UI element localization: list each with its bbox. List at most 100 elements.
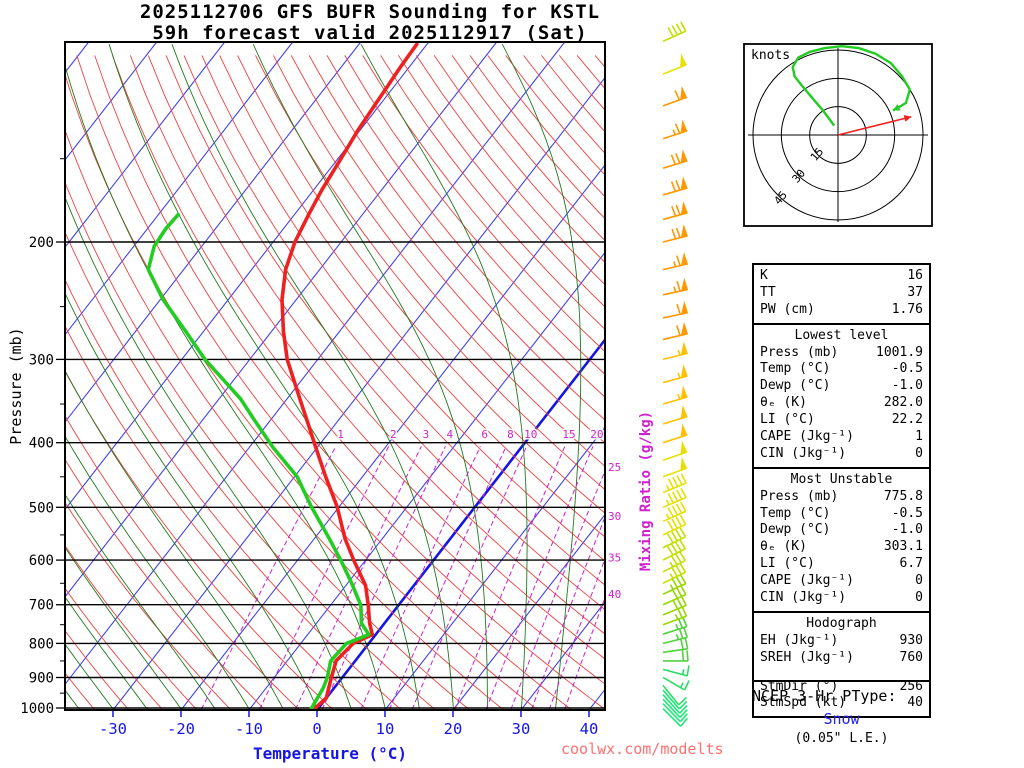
wind-barb (662, 119, 688, 140)
hodograph-ring (809, 106, 867, 164)
wind-barb (662, 21, 687, 43)
wind-barb-column (662, 21, 690, 727)
mixing-ratio-axis-label: Mixing Ratio (g/kg) (638, 410, 654, 572)
chart-title: 2025112706 GFS BUFR Sounding for KSTL 59… (100, 2, 640, 44)
stat-label: LI (°C) (760, 412, 815, 428)
stat-value: 775.8 (883, 488, 923, 504)
stat-value: 6.7 (899, 556, 923, 572)
dry-adiabats (65, 55, 605, 710)
stat-row: StmDir (°) 256 (760, 679, 923, 696)
stat-value: 930 (899, 632, 923, 648)
svg-text:2: 2 (390, 428, 397, 441)
svg-text:900: 900 (29, 670, 54, 686)
wind-barb (662, 539, 686, 561)
svg-text:25: 25 (608, 461, 621, 474)
stat-label: Dewp (°C) (760, 522, 831, 538)
ptype-heading: NCEP 3-Hr PType: (752, 687, 897, 705)
stat-row: LI (°C) 6.7 (760, 556, 923, 573)
wind-barb (662, 440, 688, 462)
wind-barb (662, 616, 688, 635)
hodograph-ring (752, 49, 924, 221)
svg-text:400: 400 (29, 436, 54, 452)
wind-barb (662, 627, 689, 645)
stat-value: -1.0 (891, 378, 923, 394)
plot-background (65, 42, 605, 710)
stats-panel: K 16 TT 37 PW (cm) 1.76 Lowest level Press … (752, 263, 931, 719)
stat-row: Dewp (°C) -1.0 (760, 522, 923, 539)
wind-barb (662, 364, 688, 384)
wind-barb (662, 423, 688, 444)
wind-barb (662, 277, 689, 296)
wind-barb (662, 501, 687, 523)
section-title: Most Unstable (790, 471, 893, 487)
stat-label: Press (mb) (760, 344, 839, 360)
stat-value: 0 (915, 573, 923, 589)
stat-label: Temp (°C) (760, 505, 831, 521)
wind-barb (662, 694, 688, 714)
wind-barb (662, 224, 688, 243)
wind-barb (662, 527, 687, 549)
svg-text:10: 10 (376, 720, 395, 738)
stat-row: Temp (°C) -0.5 (760, 361, 923, 378)
svg-text:-30: -30 (99, 720, 127, 738)
temperature-curve (280, 42, 419, 710)
wind-barb (662, 456, 688, 478)
stat-label: LI (°C) (760, 556, 815, 572)
stat-label: PW (cm) (760, 301, 815, 317)
wind-barb (662, 405, 688, 425)
stat-label: Dewp (°C) (760, 378, 831, 394)
svg-text:0: 0 (312, 720, 321, 738)
stat-value: 303.1 (883, 539, 923, 555)
stat-value: 40 (907, 695, 923, 711)
svg-text:500: 500 (29, 500, 54, 516)
svg-text:10: 10 (524, 428, 537, 441)
wind-barb (662, 698, 688, 719)
mixing-ratio-labels: 1 2 3 4 6 8 10 15 20 25 30 35 40 (336, 427, 621, 602)
stat-label: TT (760, 284, 776, 300)
stat-value: 760 (899, 649, 923, 665)
svg-text:800: 800 (29, 636, 54, 652)
stat-row: Temp (°C) -0.5 (760, 506, 923, 523)
wind-barb (662, 176, 688, 196)
stat-row: CAPE (Jkg⁻¹) 0 (760, 573, 923, 590)
storm-motion-arrow (837, 115, 912, 136)
stat-label: EH (Jkg⁻¹) (760, 632, 839, 648)
dewpoint-curve (146, 212, 371, 710)
indices-box: K 16 TT 37 PW (cm) 1.76 (752, 263, 931, 325)
wind-barb (662, 676, 690, 691)
plot-border (64, 41, 606, 711)
temperature-ticks: -30 -20 -10 0 10 20 30 40 (99, 710, 598, 738)
wind-barb (662, 708, 689, 727)
stat-label: CIN (Jkg⁻¹) (760, 590, 847, 606)
svg-text:15: 15 (562, 428, 575, 441)
stat-value: 1 (915, 429, 923, 445)
svg-text:1000: 1000 (20, 701, 54, 717)
stat-row: CIN (Jkg⁻¹) 0 (760, 446, 923, 463)
stat-value: 1001.9 (876, 344, 923, 360)
stat-value: 1.76 (891, 301, 923, 317)
stat-label: K (760, 268, 768, 283)
ptype-extra: (0.05" L.E.) (794, 731, 889, 746)
stat-label: Press (mb) (760, 488, 839, 504)
svg-text:30: 30 (512, 720, 531, 738)
wind-barb (663, 650, 689, 662)
svg-text:40: 40 (608, 588, 621, 601)
wind-barb (662, 385, 688, 405)
stat-row: Dewp (°C) -1.0 (760, 378, 923, 395)
stat-value: 282.0 (883, 395, 923, 411)
title-line2: 59h forecast valid 2025112917 (Sat) (152, 21, 588, 44)
wind-barb (662, 300, 689, 319)
stat-value: 16 (907, 268, 923, 283)
wind-barb (662, 703, 688, 723)
watermark: coolwx.com/modelts (561, 740, 724, 758)
wind-barb (662, 606, 688, 626)
mixing-ratio-lines (200, 446, 605, 710)
stat-row: Press (mb) 775.8 (760, 489, 923, 506)
stat-value: -1.0 (891, 522, 923, 538)
hodograph-units-label: knots (751, 48, 791, 63)
most-unstable-box: Most Unstable Press (mb) 775.8 Temp (°C) -… (752, 466, 931, 613)
svg-text:700: 700 (29, 598, 54, 614)
wind-barb (662, 85, 688, 107)
stat-value: 22.2 (891, 412, 923, 428)
